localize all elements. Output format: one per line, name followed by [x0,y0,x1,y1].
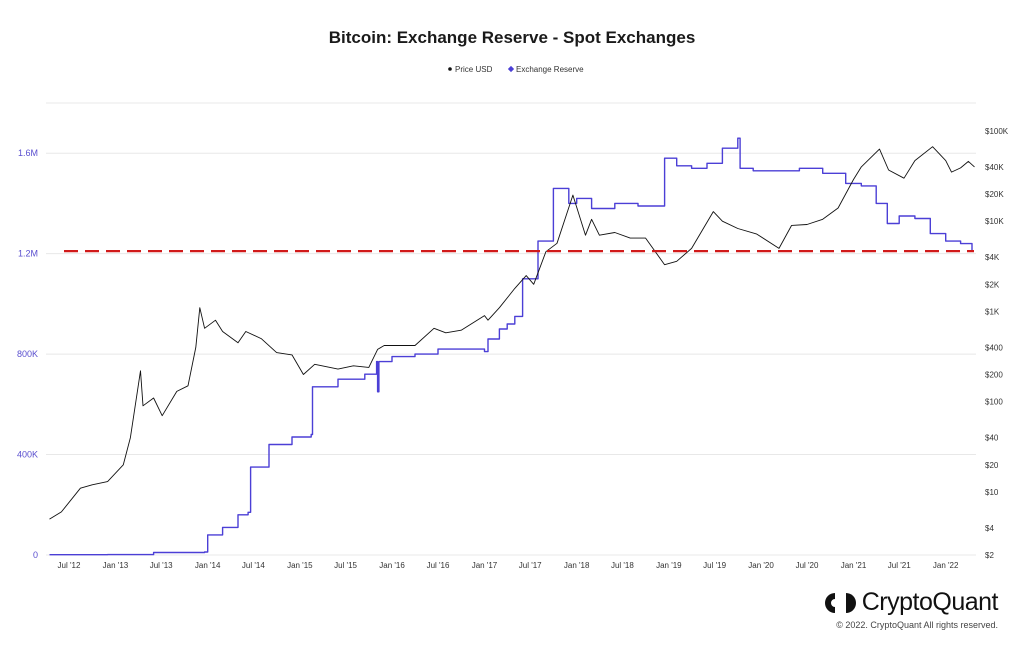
right-tick-label: $4K [985,253,1000,262]
x-tick-label: Jan '19 [656,561,682,570]
grid-lines [46,102,976,556]
x-tick-label: Jan '17 [472,561,498,570]
x-tick-label: Jan '18 [564,561,590,570]
left-tick-label: 400K [17,450,38,460]
x-tick-label: Jul '21 [888,561,911,570]
right-tick-label: $2K [985,280,1000,289]
right-tick-label: $10K [985,217,1004,226]
x-tick-label: Jul '14 [242,561,265,570]
left-tick-label: 800K [17,349,38,359]
cryptoquant-logo: CryptoQuant [824,588,999,617]
series-layer [49,137,975,556]
left-axis-ticks: 0 400K 800K 1.2M 1.6M [17,148,38,560]
copyright-text: © 2022. CryptoQuant All rights reserved. [836,620,998,630]
right-tick-label: $100 [985,398,1003,407]
x-tick-label: Jul '16 [427,561,450,570]
cryptoquant-logo-icon [824,592,856,613]
legend-marker-reserve [507,65,515,73]
right-tick-label: $20 [985,461,999,470]
logo-text: CryptoQuant [861,588,999,616]
right-tick-label: $200 [985,371,1003,380]
right-tick-label: $20K [985,190,1004,199]
x-tick-label: Jan '21 [841,561,867,570]
x-tick-label: Jul '19 [703,561,726,570]
x-tick-label: Jan '22 [933,561,959,570]
x-axis-ticks: Jul '12 Jan '13 Jul '13 Jan '14 Jul '14 Jan '… [58,561,959,570]
x-tick-label: Jul '15 [334,561,357,570]
legend-label: Exchange Reserve [516,65,584,74]
x-tick-label: Jan '13 [103,561,129,570]
right-tick-label: $100K [985,127,1009,136]
x-tick-label: Jan '14 [195,561,221,570]
x-tick-label: Jan '20 [748,561,774,570]
series-line-exchange-reserve [49,137,973,556]
right-axis-ticks: $2 $4 $10 $20 $40 $100 $200 $400 $1K $2K $4K $10K $2… [985,127,1009,560]
left-tick-label: 1.6M [18,148,38,158]
series-line-price-usd [49,146,975,520]
x-tick-label: Jul '20 [796,561,819,570]
x-tick-label: Jul '18 [611,561,634,570]
legend-marker-price [448,67,452,71]
right-tick-label: $2 [985,551,994,560]
x-tick-label: Jul '13 [150,561,173,570]
x-tick-label: Jan '15 [287,561,313,570]
right-tick-label: $1K [985,307,1000,316]
legend: Price USD Exchange Reserve [448,65,584,74]
left-tick-label: 0 [33,550,38,560]
chart-title: Bitcoin: Exchange Reserve - Spot Exchang… [328,28,696,47]
right-tick-label: $40 [985,434,999,443]
right-tick-label: $10 [985,488,999,497]
legend-label: Price USD [455,65,493,74]
x-tick-label: Jul '17 [519,561,542,570]
left-tick-label: 1.2M [18,249,38,259]
right-tick-label: $40K [985,163,1004,172]
x-tick-label: Jul '12 [58,561,81,570]
right-tick-label: $4 [985,524,994,533]
right-tick-label: $400 [985,343,1003,352]
x-tick-label: Jan '16 [379,561,405,570]
